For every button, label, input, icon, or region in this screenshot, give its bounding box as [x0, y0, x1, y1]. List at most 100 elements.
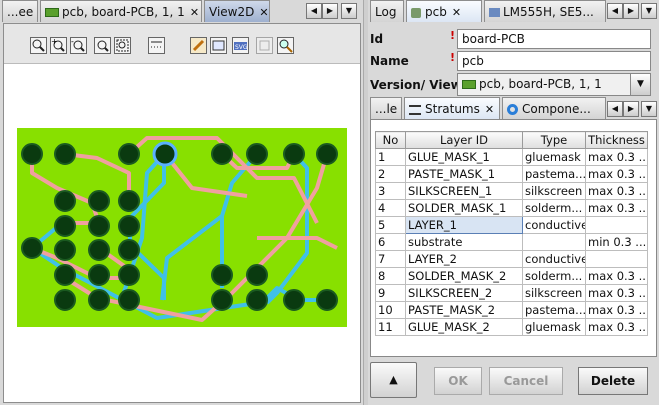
- scroll-left-icon[interactable]: ◀: [607, 101, 623, 117]
- scroll-right-icon[interactable]: ▶: [322, 3, 338, 19]
- column-header[interactable]: Type: [522, 131, 586, 149]
- table-cell[interactable]: max 0.3 ...: [585, 199, 648, 217]
- table-cell[interactable]: conductive: [522, 250, 586, 268]
- layers-icon[interactable]: [256, 37, 273, 54]
- zoom-in-icon[interactable]: +: [50, 37, 67, 54]
- delete-button[interactable]: Delete: [578, 367, 648, 395]
- table-row[interactable]: 10 PASTE_MASK_2 pastema... max 0.3 ...: [375, 301, 648, 319]
- ok-button[interactable]: OK: [434, 367, 482, 395]
- table-cell[interactable]: LAYER_1: [405, 216, 523, 234]
- table-cell[interactable]: 2: [375, 165, 406, 183]
- table-cell[interactable]: min 0.3 ...: [585, 233, 648, 251]
- table-cell[interactable]: gluemask: [522, 318, 586, 336]
- table-cell[interactable]: max 0.3 ...: [585, 182, 648, 200]
- zoom-selection-icon[interactable]: [114, 37, 131, 54]
- table-cell[interactable]: PASTE_MASK_1: [405, 165, 523, 183]
- export-image-icon[interactable]: [210, 37, 227, 54]
- table-cell[interactable]: SILKSCREEN_2: [405, 284, 523, 302]
- table-row[interactable]: 8 SOLDER_MASK_2 solderm... max 0.3 ...: [375, 267, 648, 285]
- tab-stratums[interactable]: Stratums ✕: [404, 97, 500, 119]
- close-icon[interactable]: ✕: [259, 6, 269, 19]
- table-cell[interactable]: max 0.3 ...: [585, 165, 648, 183]
- table-cell[interactable]: conductive: [522, 216, 586, 234]
- export-svg-icon[interactable]: SVG: [232, 37, 249, 54]
- scroll-right-icon[interactable]: ▶: [623, 101, 639, 117]
- tab-pcb-board[interactable]: pcb, board-PCB, 1, 1 ✕: [40, 0, 202, 22]
- table-cell[interactable]: 11: [375, 318, 406, 336]
- zoom-fit-icon[interactable]: [94, 37, 111, 54]
- table-cell[interactable]: pastema...: [522, 165, 586, 183]
- table-cell[interactable]: GLUE_MASK_1: [405, 148, 523, 166]
- table-cell[interactable]: max 0.3 ...: [585, 148, 648, 166]
- name-field[interactable]: pcb: [457, 51, 651, 71]
- column-header[interactable]: Layer ID: [405, 131, 523, 149]
- table-cell[interactable]: solderm...: [522, 267, 586, 285]
- pencil-icon[interactable]: [190, 37, 207, 54]
- table-cell[interactable]: [522, 233, 586, 251]
- table-row[interactable]: 2 PASTE_MASK_1 pastema... max 0.3 ...: [375, 165, 648, 183]
- table-row[interactable]: 11 GLUE_MASK_2 gluemask max 0.3 ...: [375, 318, 648, 336]
- tab-list-icon[interactable]: ▼: [641, 3, 657, 19]
- table-cell[interactable]: 8: [375, 267, 406, 285]
- chevron-down-icon[interactable]: ▼: [630, 74, 650, 95]
- zoom-area-icon[interactable]: [30, 37, 47, 54]
- scroll-right-icon[interactable]: ▶: [623, 3, 639, 19]
- table-cell[interactable]: 4: [375, 199, 406, 217]
- pcb-canvas[interactable]: [17, 128, 347, 327]
- table-cell[interactable]: LAYER_2: [405, 250, 523, 268]
- table-cell[interactable]: SOLDER_MASK_2: [405, 267, 523, 285]
- table-row[interactable]: 3 SILKSCREEN_1 silkscreen max 0.3 ...: [375, 182, 648, 200]
- table-cell[interactable]: PASTE_MASK_2: [405, 301, 523, 319]
- table-cell[interactable]: SOLDER_MASK_1: [405, 199, 523, 217]
- table-cell[interactable]: 10: [375, 301, 406, 319]
- tab-table[interactable]: ...le: [370, 97, 402, 119]
- grid-toggle-icon[interactable]: [148, 37, 165, 54]
- table-cell[interactable]: 7: [375, 250, 406, 268]
- table-cell[interactable]: gluemask: [522, 148, 586, 166]
- cancel-button[interactable]: Cancel: [489, 367, 563, 395]
- close-icon[interactable]: ✕: [484, 103, 495, 116]
- column-header[interactable]: Thickness: [585, 131, 648, 149]
- table-cell[interactable]: silkscreen: [522, 182, 586, 200]
- id-field[interactable]: board-PCB: [457, 29, 651, 49]
- version-select[interactable]: pcb, board-PCB, 1, 1 ▼: [457, 73, 651, 96]
- table-row[interactable]: 6 substrate min 0.3 ...: [375, 233, 648, 251]
- table-row[interactable]: 9 SILKSCREEN_2 silkscreen max 0.3 ...: [375, 284, 648, 302]
- table-cell[interactable]: max 0.3 ...: [585, 301, 648, 319]
- close-icon[interactable]: ✕: [189, 6, 200, 19]
- up-button[interactable]: ▲: [370, 362, 417, 398]
- table-cell[interactable]: solderm...: [522, 199, 586, 217]
- tab-lm555h[interactable]: LM555H, SE5...: [484, 0, 606, 22]
- table-cell[interactable]: max 0.3 ...: [585, 267, 648, 285]
- column-header[interactable]: No: [375, 131, 406, 149]
- tab-components[interactable]: Compone...: [502, 97, 606, 119]
- table-cell[interactable]: max 0.3 ...: [585, 318, 648, 336]
- table-row[interactable]: 7 LAYER_2 conductive: [375, 250, 648, 268]
- table-cell[interactable]: 1: [375, 148, 406, 166]
- table-cell[interactable]: [585, 250, 648, 268]
- table-cell[interactable]: max 0.3 ...: [585, 284, 648, 302]
- table-cell[interactable]: silkscreen: [522, 284, 586, 302]
- scroll-left-icon[interactable]: ◀: [607, 3, 623, 19]
- table-cell[interactable]: 3: [375, 182, 406, 200]
- table-cell[interactable]: substrate: [405, 233, 523, 251]
- table-row[interactable]: 5 LAYER_1 conductive: [375, 216, 648, 234]
- table-row[interactable]: 4 SOLDER_MASK_1 solderm... max 0.3 ...: [375, 199, 648, 217]
- scroll-left-icon[interactable]: ◀: [306, 3, 322, 19]
- table-cell[interactable]: 9: [375, 284, 406, 302]
- tab-list-icon[interactable]: ▼: [641, 101, 657, 117]
- zoom-out-icon[interactable]: -: [70, 37, 87, 54]
- table-cell[interactable]: 6: [375, 233, 406, 251]
- magnify-icon[interactable]: [277, 37, 294, 54]
- table-row[interactable]: 1 GLUE_MASK_1 gluemask max 0.3 ...: [375, 148, 648, 166]
- tab-pcb[interactable]: pcb ✕: [406, 0, 482, 22]
- table-cell[interactable]: 5: [375, 216, 406, 234]
- tab-tree[interactable]: ...ee: [2, 0, 38, 22]
- table-cell[interactable]: SILKSCREEN_1: [405, 182, 523, 200]
- tab-view2d[interactable]: View2D ✕: [204, 0, 270, 22]
- selected-pad[interactable]: [152, 141, 178, 167]
- table-cell[interactable]: GLUE_MASK_2: [405, 318, 523, 336]
- table-cell[interactable]: [585, 216, 648, 234]
- tab-log[interactable]: Log: [370, 0, 404, 22]
- table-cell[interactable]: pastema...: [522, 301, 586, 319]
